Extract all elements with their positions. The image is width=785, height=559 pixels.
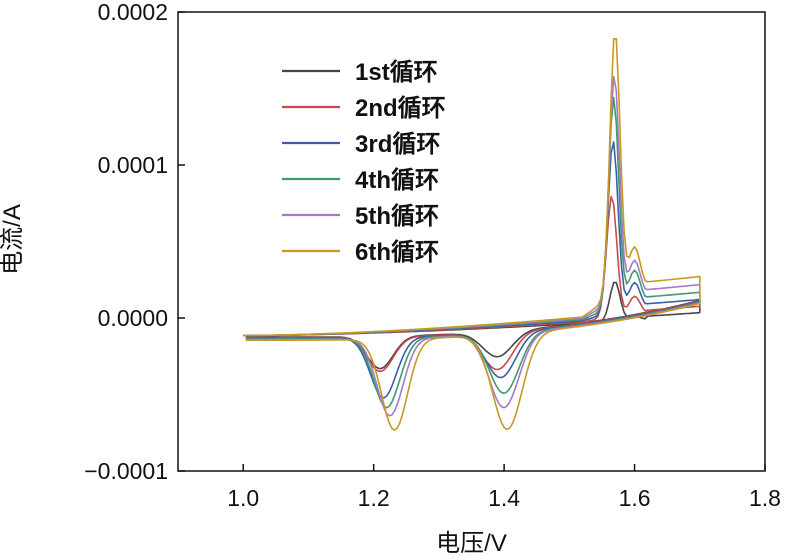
ticks-group: 1.0 1.2 1.4 1.6 1.8 −0.0001 0.0000 0.0001 0.0002: [84, 0, 781, 511]
legend-label: 1st循环: [355, 58, 438, 86]
legend-label: 6th循环: [355, 238, 439, 266]
legend-label: 4th循环: [355, 166, 439, 194]
legend-label: 3rd循环: [355, 130, 440, 158]
x-tick-label: 1.0: [227, 485, 259, 511]
x-tick-label: 1.6: [619, 485, 651, 511]
y-axis-label: 电流/A: [0, 204, 26, 275]
x-tick-label: 1.2: [358, 485, 390, 511]
series-line-5: [243, 75, 701, 417]
series-line-6: [243, 37, 701, 431]
y-tick-label: 0.0000: [98, 305, 168, 331]
legend: 1st循环 2nd循环 3rd循环 4th循环 5th循环 6th循环: [282, 58, 446, 266]
legend-label: 2nd循环: [355, 94, 446, 122]
series-line-2: [243, 195, 701, 372]
legend-label: 5th循环: [355, 202, 439, 230]
x-axis-label: 电压/V: [436, 530, 507, 557]
y-tick-label: 0.0002: [98, 0, 168, 25]
curves-group: [243, 37, 701, 431]
plot-frame: [177, 11, 766, 472]
y-tick-label: 0.0001: [98, 152, 168, 178]
series-line-3: [243, 141, 701, 399]
x-tick-label: 1.8: [749, 485, 781, 511]
y-tick-label: −0.0001: [84, 458, 168, 484]
x-tick-label: 1.4: [488, 485, 520, 511]
